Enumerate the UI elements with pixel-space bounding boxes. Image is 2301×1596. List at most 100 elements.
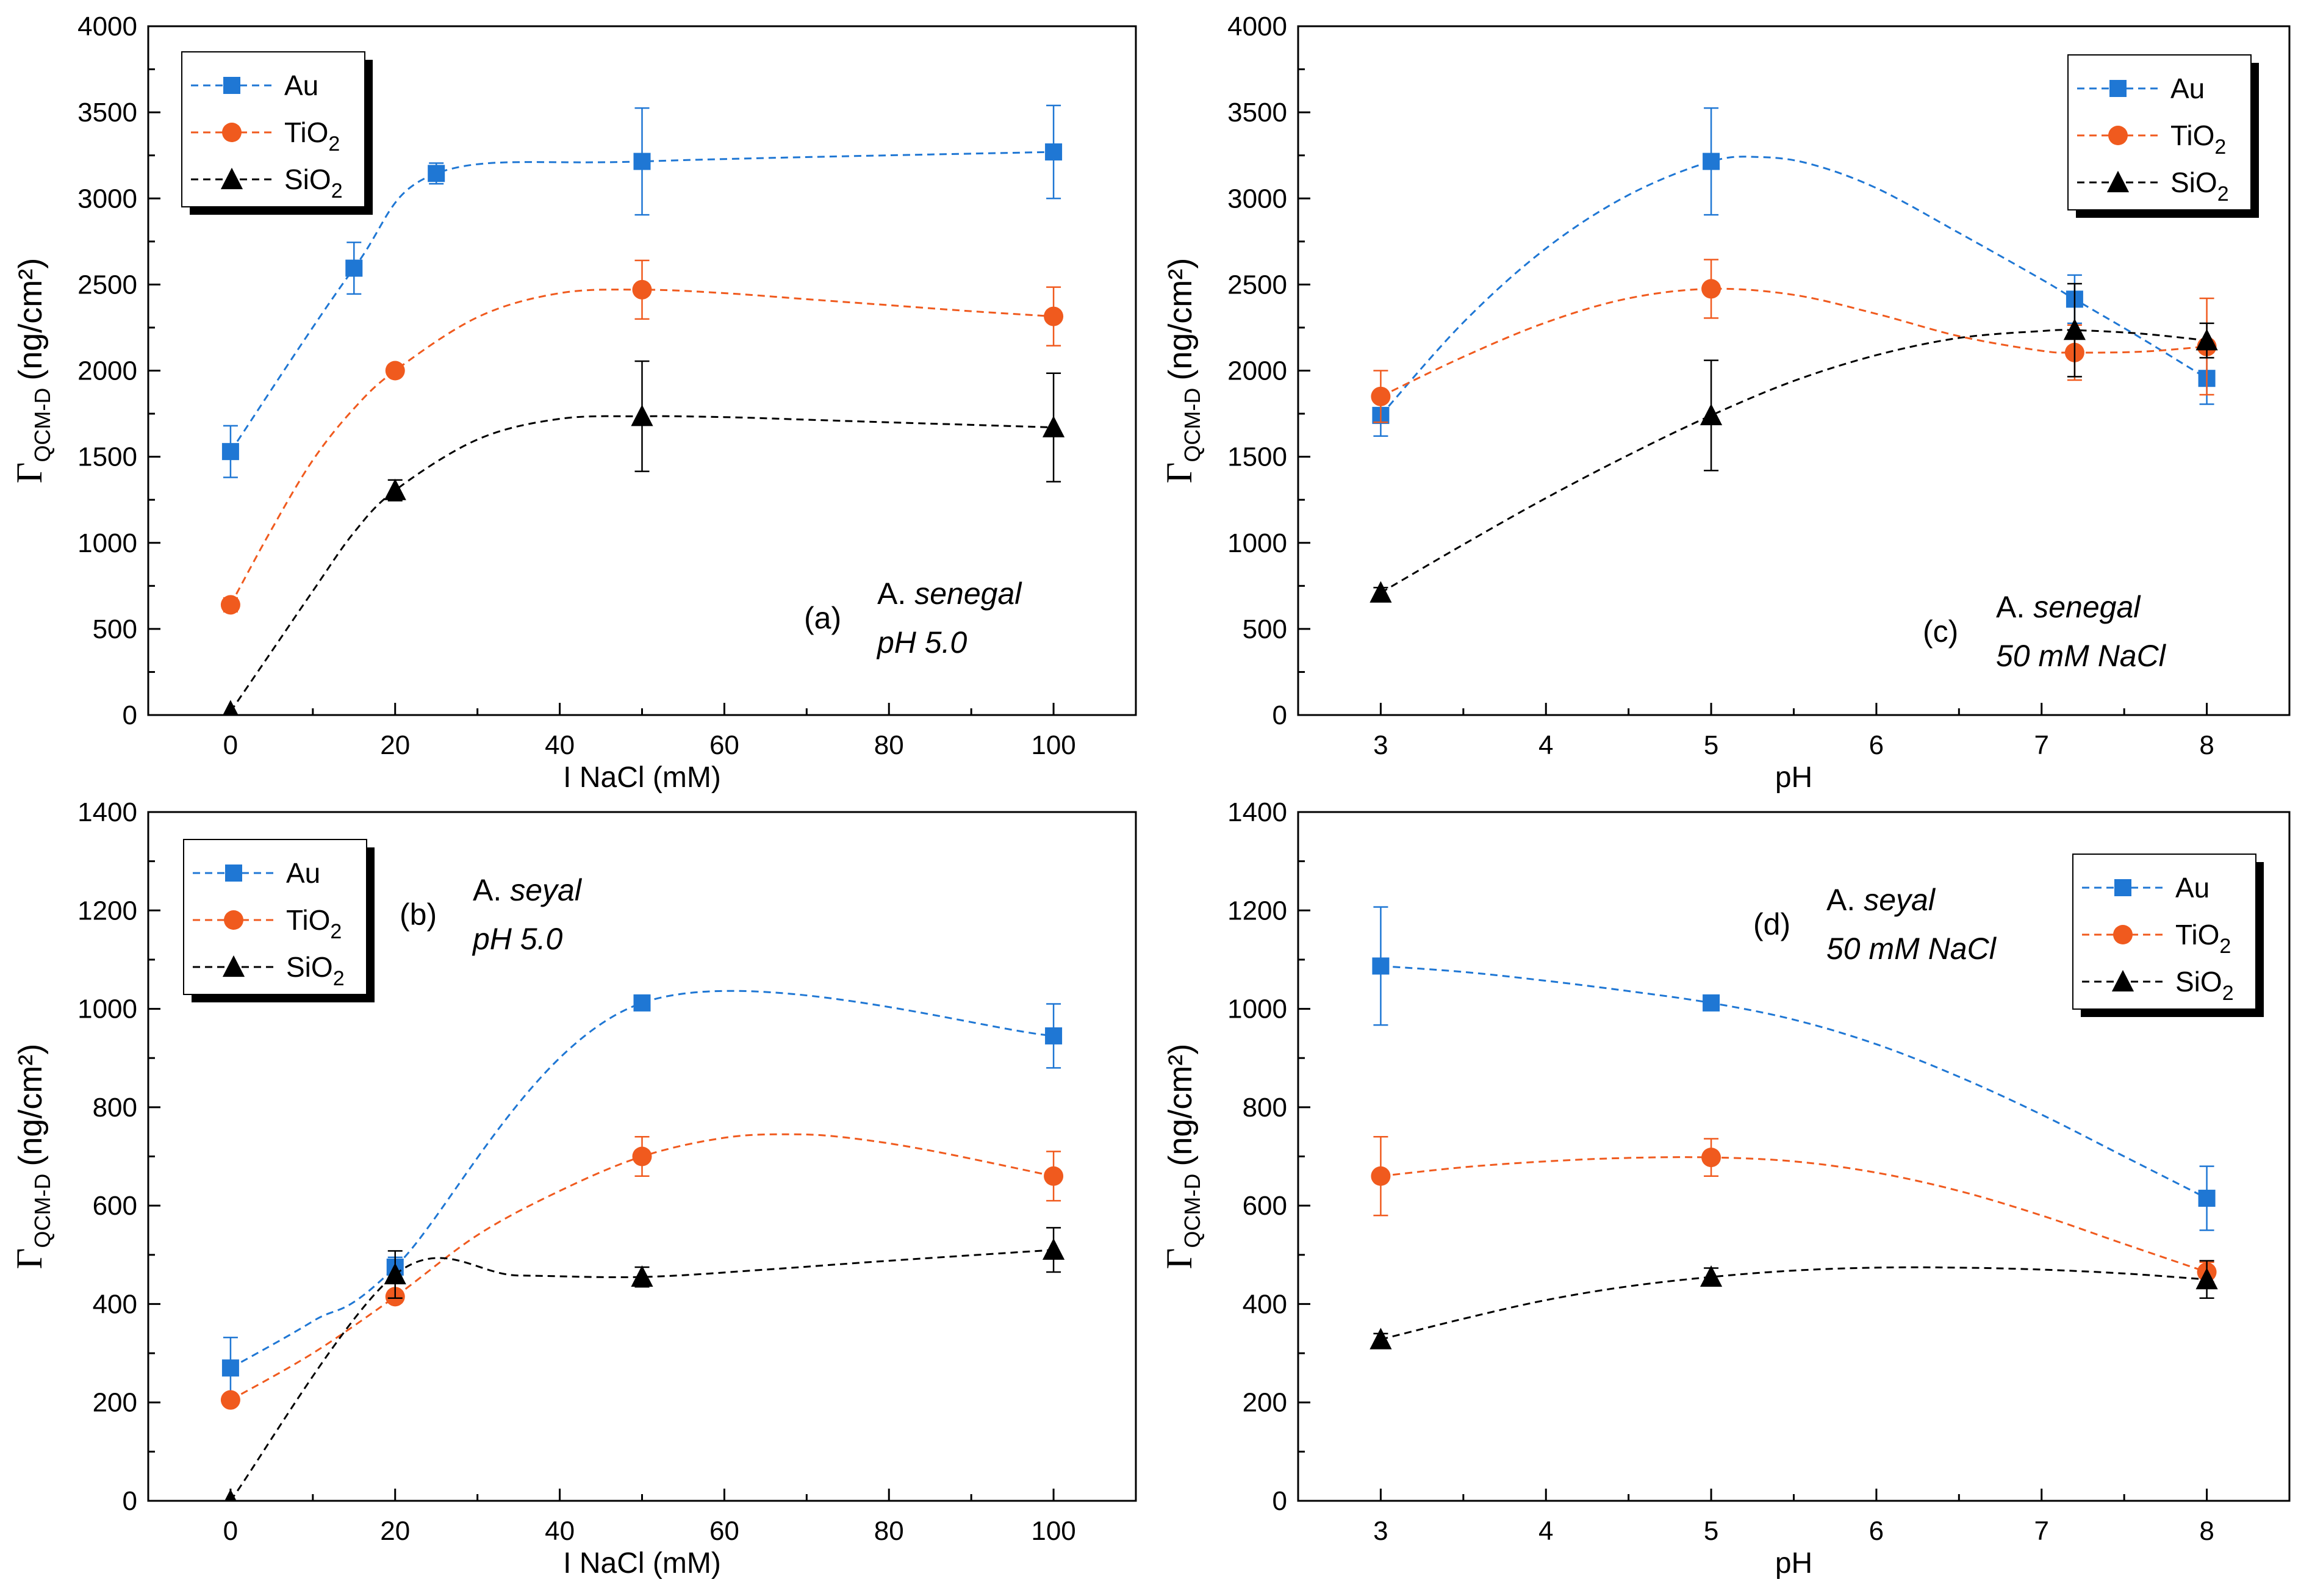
species-prefix: A. [877,577,906,611]
x-tick-label: 5 [1704,1516,1718,1546]
series-au [221,104,1063,478]
y-axis-subscript: QCM-D [30,388,55,462]
data-point [221,1359,239,1377]
panel-label: (b) [400,897,437,932]
series-tio2 [1371,259,2217,423]
x-tick-label: 60 [709,730,739,760]
x-tick-label: 8 [2199,730,2214,760]
y-tick-label: 0 [1273,700,1287,730]
y-axis-units: (ng/cm²) [12,1044,49,1166]
x-axis-label: pH [1775,761,1812,794]
y-tick-label: 3500 [77,98,137,128]
legend-label: TiO2 [284,117,340,156]
series-sio2 [1369,1260,2218,1350]
legend-marker [222,955,245,977]
y-tick-label: 1500 [77,442,137,472]
legend-label-main: Au [284,70,318,101]
species-name: A. senegal [877,577,1022,611]
panel-c: 3 4 5 6 7 8 0 500 1000 1500 2000 2500 3000 3500 4000 pH… [1159,12,2291,794]
legend-marker [224,910,243,930]
species-epithet: senegal [2033,590,2141,624]
legend-label: SiO2 [2170,167,2229,206]
condition-label: pH 5.0 [472,922,563,956]
x-tick-label: 80 [874,730,904,760]
x-tick-label: 6 [1869,730,1884,760]
series-line [230,990,1054,1369]
legend-label-sub: 2 [2219,935,2231,958]
legend-label: TiO2 [2175,919,2231,958]
data-point [2063,318,2086,340]
legend-marker [223,77,240,94]
y-axis-subscript: QCM-D [30,1174,55,1248]
series-au [1372,906,2216,1231]
y-tick-label: 0 [1273,1486,1287,1516]
y-axis-label: ΓQCM-D (ng/cm²) [9,1044,55,1270]
species-name: A. seyal [1826,883,1936,917]
y-axis-subscript: QCM-D [1180,1174,1205,1248]
data-point [428,165,445,182]
species-name: A. seyal [473,873,583,907]
legend-label-main: SiO [2175,966,2222,998]
y-tick-label: 1200 [1227,896,1287,926]
legend-label-main: SiO [2170,167,2217,198]
series-line [230,1133,1054,1401]
y-axis-subscript: QCM-D [1180,388,1205,462]
legend-box [181,51,365,207]
legend-label: SiO2 [286,951,345,990]
legend-label: TiO2 [286,904,342,943]
y-tick-label: 3000 [1227,184,1287,214]
legend-label-sub: 2 [2222,982,2234,1005]
x-tick-label: 20 [380,730,410,760]
y-tick-label: 2500 [77,270,137,300]
data-point [631,1265,653,1287]
data-point [1044,1166,1064,1186]
y-tick-label: 200 [1243,1388,1287,1418]
y-tick-label: 200 [93,1388,137,1418]
data-point [221,443,239,461]
data-point [633,153,651,170]
series-tio2 [220,259,1064,615]
y-tick-label: 1000 [1227,528,1287,558]
data-point [1700,1265,1723,1287]
data-point [631,404,653,426]
x-tick-label: 3 [1373,1516,1388,1546]
y-axis-units: (ng/cm²) [1162,258,1199,381]
y-tick-label: 3000 [77,184,137,214]
data-point [223,700,239,715]
series-line [229,1249,1054,1501]
data-point [1369,1328,1392,1350]
species-prefix: A. [1826,883,1855,917]
legend-label-main: TiO [284,117,328,148]
x-tick-label: 40 [545,1516,575,1546]
series-sio2 [223,360,1065,715]
data-point [1045,143,1063,161]
y-tick-label: 1000 [77,528,137,558]
panel-label: (a) [804,601,841,635]
y-tick-label: 4000 [77,12,137,41]
data-point [2195,329,2218,351]
legend-label-sub: 2 [333,967,345,990]
data-point [2198,1190,2216,1207]
legend-label: Au [2170,73,2205,104]
legend-label-main: Au [2170,73,2205,104]
y-tick-label: 400 [93,1289,137,1319]
x-tick-label: 100 [1031,1516,1075,1546]
y-axis-symbol: Γ [1159,1248,1199,1270]
panel-d: 3 4 5 6 7 8 0 200 400 600 800 1000 1200 1400 pH ΓQCM-D (… [1159,797,2291,1580]
species-epithet: seyal [510,873,583,907]
data-point [1369,581,1392,603]
x-tick-label: 6 [1869,1516,1884,1546]
x-tick-label: 20 [380,1516,410,1546]
y-tick-label: 1000 [1227,994,1287,1024]
panel-annotation: (b) A. seyal pH 5.0 [400,873,583,956]
legend-box [183,839,367,995]
panel-label: (c) [1923,614,1958,649]
data-point [345,259,363,277]
x-axis-label: pH [1775,1547,1812,1580]
legend-label-sub: 2 [2214,135,2226,159]
x-tick-label: 0 [223,730,238,760]
data-point [1044,306,1064,326]
species-prefix: A. [1996,590,2025,624]
